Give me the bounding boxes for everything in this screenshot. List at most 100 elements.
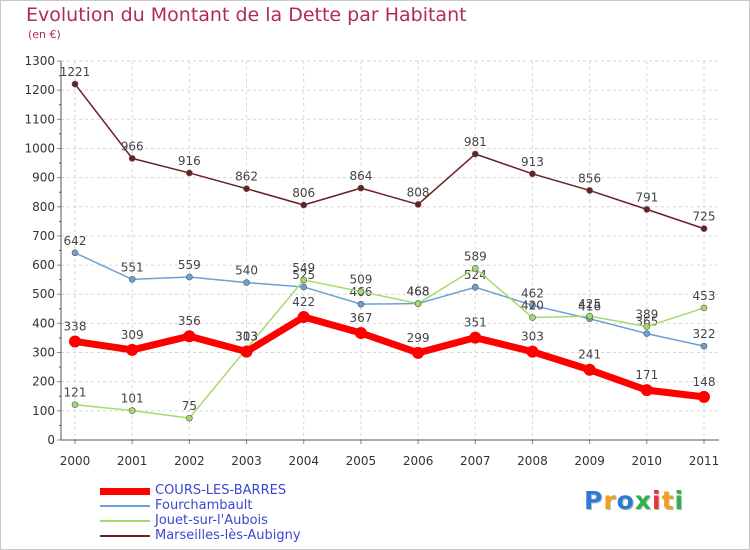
data-point-marseilles-l-s-aubigny bbox=[128, 155, 136, 162]
data-point-jouet-sur-l-aubois bbox=[471, 264, 479, 272]
data-point-marseilles-l-s-aubigny bbox=[357, 184, 365, 192]
logo-letter: r bbox=[603, 486, 617, 515]
y-tick-label: 400 bbox=[32, 316, 55, 330]
data-label-fourchambault: 416 bbox=[578, 300, 601, 314]
data-label-marseilles-l-s-aubigny: 916 bbox=[178, 154, 201, 168]
legend-swatch bbox=[100, 520, 150, 522]
data-point-fourchambault bbox=[643, 330, 651, 337]
chart-subtitle: (en €) bbox=[28, 28, 61, 41]
series-line-marseilles-l-s-aubigny bbox=[74, 83, 705, 230]
series-line-cours-les-barres bbox=[71, 313, 708, 401]
data-label-jouet-sur-l-aubois: 75 bbox=[182, 399, 197, 413]
data-label-marseilles-l-s-aubigny: 913 bbox=[521, 155, 544, 169]
data-label-marseilles-l-s-aubigny: 856 bbox=[578, 171, 601, 185]
data-point-marseilles-l-s-aubigny bbox=[700, 225, 708, 232]
data-point-jouet-sur-l-aubois bbox=[186, 414, 193, 422]
data-point-cours-les-barres bbox=[183, 330, 196, 343]
x-tick-label: 2008 bbox=[517, 454, 548, 468]
data-point-cours-les-barres bbox=[469, 331, 482, 344]
series-line-fourchambault bbox=[74, 252, 705, 347]
data-point-marseilles-l-s-aubigny bbox=[186, 169, 193, 177]
data-point-jouet-sur-l-aubois bbox=[414, 300, 422, 307]
logo-letter: t bbox=[661, 486, 675, 515]
data-point-fourchambault bbox=[186, 273, 193, 281]
data-point-fourchambault bbox=[71, 249, 79, 257]
data-point-jouet-sur-l-aubois bbox=[700, 304, 708, 312]
logo-letter: x bbox=[634, 486, 652, 515]
data-label-cours-les-barres: 338 bbox=[64, 319, 87, 333]
y-tick-label: 1300 bbox=[24, 54, 55, 68]
data-point-fourchambault bbox=[471, 283, 479, 291]
data-label-cours-les-barres: 356 bbox=[178, 314, 201, 328]
data-label-marseilles-l-s-aubigny: 808 bbox=[407, 185, 430, 199]
data-label-jouet-sur-l-aubois: 389 bbox=[635, 308, 658, 322]
logo-letter: i bbox=[674, 486, 685, 515]
data-label-cours-les-barres: 171 bbox=[635, 368, 658, 382]
data-label-fourchambault: 468 bbox=[407, 285, 430, 299]
data-point-jouet-sur-l-aubois bbox=[643, 323, 651, 330]
data-point-fourchambault bbox=[128, 276, 136, 283]
data-label-marseilles-l-s-aubigny: 725 bbox=[693, 210, 716, 224]
data-point-jouet-sur-l-aubois bbox=[529, 314, 536, 321]
data-point-jouet-sur-l-aubois bbox=[300, 276, 308, 284]
data-label-jouet-sur-l-aubois: 121 bbox=[64, 386, 87, 400]
data-label-jouet-sur-l-aubois: 468 bbox=[407, 285, 430, 299]
legend-label: Fourchambault bbox=[155, 498, 253, 513]
y-tick-label: 500 bbox=[32, 287, 55, 301]
y-tick-label: 300 bbox=[32, 346, 55, 360]
data-point-fourchambault bbox=[300, 283, 308, 291]
x-tick-label: 2006 bbox=[403, 454, 434, 468]
y-tick-label: 1100 bbox=[24, 112, 55, 126]
data-label-jouet-sur-l-aubois: 420 bbox=[521, 299, 544, 313]
data-point-cours-les-barres bbox=[640, 384, 653, 397]
data-label-fourchambault: 525 bbox=[292, 268, 315, 282]
legend-swatch bbox=[100, 505, 150, 507]
data-point-cours-les-barres bbox=[698, 390, 710, 403]
data-label-marseilles-l-s-aubigny: 981 bbox=[464, 135, 487, 149]
data-point-cours-les-barres bbox=[583, 363, 596, 376]
y-tick-label: 600 bbox=[32, 258, 55, 272]
data-label-fourchambault: 559 bbox=[178, 258, 201, 272]
proxiti-logo: Proxiti bbox=[584, 486, 684, 515]
y-tick-label: 800 bbox=[32, 200, 55, 214]
x-tick-label: 2011 bbox=[689, 454, 720, 468]
data-point-marseilles-l-s-aubigny bbox=[529, 170, 536, 178]
data-point-jouet-sur-l-aubois bbox=[71, 401, 79, 409]
data-label-fourchambault: 322 bbox=[693, 327, 716, 341]
legend-label: Marseilles-lès-Aubigny bbox=[155, 528, 301, 543]
logo-letter: P bbox=[584, 486, 604, 515]
data-point-marseilles-l-s-aubigny bbox=[414, 201, 422, 208]
data-point-jouet-sur-l-aubois bbox=[357, 288, 365, 295]
data-label-cours-les-barres: 309 bbox=[121, 328, 144, 342]
data-point-marseilles-l-s-aubigny bbox=[243, 185, 250, 192]
legend-swatch bbox=[100, 487, 150, 495]
data-point-cours-les-barres bbox=[412, 346, 425, 359]
x-tick-label: 2000 bbox=[60, 454, 91, 468]
data-point-marseilles-l-s-aubigny bbox=[643, 206, 651, 213]
data-label-jouet-sur-l-aubois: 313 bbox=[235, 330, 258, 344]
x-tick-label: 2009 bbox=[574, 454, 605, 468]
logo-letter: i bbox=[652, 486, 662, 515]
data-point-marseilles-l-s-aubigny bbox=[300, 201, 308, 209]
data-label-jouet-sur-l-aubois: 453 bbox=[693, 289, 716, 303]
x-tick-label: 2005 bbox=[346, 454, 377, 468]
data-label-cours-les-barres: 241 bbox=[578, 348, 601, 362]
data-point-cours-les-barres bbox=[126, 343, 139, 356]
data-point-cours-les-barres bbox=[69, 335, 81, 348]
data-label-marseilles-l-s-aubigny: 1221 bbox=[60, 65, 91, 79]
y-tick-label: 0 bbox=[47, 433, 55, 447]
x-tick-label: 2002 bbox=[174, 454, 205, 468]
x-tick-label: 2001 bbox=[117, 454, 148, 468]
chart-title: Evolution du Montant de la Dette par Hab… bbox=[26, 4, 467, 26]
data-point-marseilles-l-s-aubigny bbox=[586, 187, 593, 194]
data-label-jouet-sur-l-aubois: 589 bbox=[464, 249, 487, 263]
x-tick-label: 2004 bbox=[288, 454, 319, 468]
data-label-jouet-sur-l-aubois: 101 bbox=[121, 392, 144, 406]
data-label-cours-les-barres: 303 bbox=[235, 330, 258, 344]
data-label-cours-les-barres: 351 bbox=[464, 316, 487, 330]
data-point-fourchambault bbox=[529, 302, 536, 309]
legend-label: COURS-LES-BARRES bbox=[155, 483, 287, 498]
y-tick-label: 1000 bbox=[24, 141, 55, 155]
